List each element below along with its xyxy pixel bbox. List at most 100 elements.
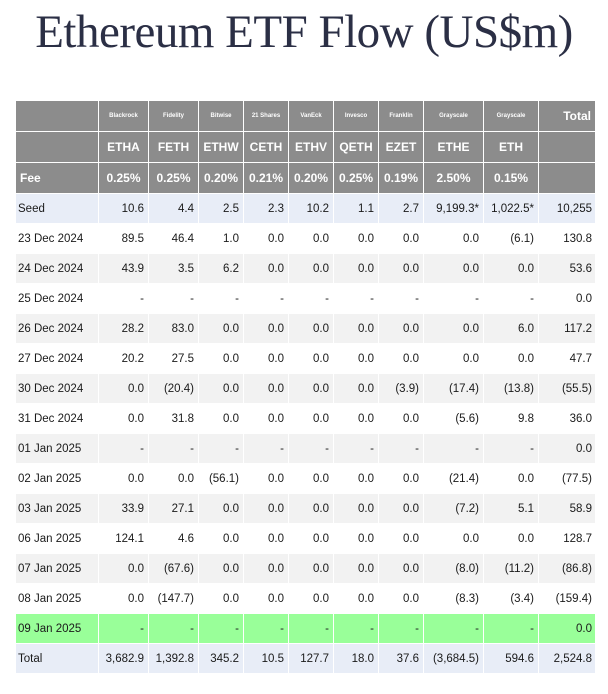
flow-value-cell: 345.2 [198, 643, 244, 674]
flow-value-cell: (3.4) [483, 583, 539, 614]
flow-value-cell: (7.2) [423, 493, 484, 524]
flow-value-cell: 0.0 [333, 373, 379, 404]
flow-value-cell: 124.1 [98, 523, 149, 554]
row-total-cell: 128.7 [538, 523, 596, 554]
flow-value-cell: 0.0 [333, 223, 379, 254]
page-title: Ethereum ETF Flow (US$m) [35, 6, 573, 58]
ticker-header-cell: CETH [243, 131, 289, 163]
table-row: 07 Jan 2025 0.0 (67.6) 0.0 0.0 0.0 0.0 0.0 (8.0)… [15, 553, 596, 584]
flow-value-cell: 127.7 [288, 643, 334, 674]
fee-cell: 0.19% [378, 162, 424, 194]
flow-value-cell: - [148, 283, 199, 314]
flow-value-cell: 0.0 [378, 583, 424, 614]
flow-value-cell: - [243, 283, 289, 314]
row-total-cell: (77.5) [538, 463, 596, 494]
flow-value-cell: 10.5 [243, 643, 289, 674]
flow-value-cell: - [483, 283, 539, 314]
flow-value-cell: 0.0 [198, 313, 244, 344]
flow-value-cell: 0.0 [333, 553, 379, 584]
ticker-header-cell: ETH [483, 131, 539, 163]
flow-value-cell: 0.0 [288, 583, 334, 614]
row-total-cell: 0.0 [538, 613, 596, 644]
flow-value-cell: 9.8 [483, 403, 539, 434]
flow-value-cell: 0.0 [98, 403, 149, 434]
flow-value-cell: (11.2) [483, 553, 539, 584]
flow-value-cell: 0.0 [378, 253, 424, 284]
flow-value-cell: 83.0 [148, 313, 199, 344]
total-row: Total 3,682.9 1,392.8 345.2 10.5 127.7 18.0 37.… [15, 643, 596, 674]
row-label-cell: 06 Jan 2025 [15, 523, 99, 554]
row-total-cell: 2,524.8 [538, 643, 596, 674]
flow-value-cell: 0.0 [288, 373, 334, 404]
flow-value-cell: 0.0 [243, 253, 289, 284]
ticker-header-cell: QETH [333, 131, 379, 163]
flow-value-cell: 0.0 [378, 343, 424, 374]
flow-value-cell: 0.0 [243, 493, 289, 524]
table-row: 06 Jan 2025 124.1 4.6 0.0 0.0 0.0 0.0 0.0 0.0 0.0… [15, 523, 596, 554]
issuer-header-cell: Grayscale [483, 100, 539, 132]
flow-value-cell: - [378, 283, 424, 314]
row-label-cell: 07 Jan 2025 [15, 553, 99, 584]
flow-value-cell: 31.8 [148, 403, 199, 434]
flow-value-cell: - [378, 433, 424, 464]
row-total-cell: 36.0 [538, 403, 596, 434]
flow-value-cell: 1.0 [198, 223, 244, 254]
flow-value-cell: 2.3 [243, 193, 289, 224]
flow-value-cell: - [423, 283, 484, 314]
issuer-header-cell: 21 Shares [243, 100, 289, 132]
flow-value-cell: (17.4) [423, 373, 484, 404]
flow-value-cell: 0.0 [288, 343, 334, 374]
flow-value-cell: 0.0 [243, 523, 289, 554]
ticker-header-cell: FETH [148, 131, 199, 163]
flow-value-cell: 18.0 [333, 643, 379, 674]
flow-value-cell: 27.5 [148, 343, 199, 374]
flow-value-cell: 0.0 [423, 253, 484, 284]
ticker-total-blank-cell [538, 131, 596, 163]
row-total-cell: 0.0 [538, 283, 596, 314]
row-label-cell: 26 Dec 2024 [15, 313, 99, 344]
flow-value-cell: 0.0 [198, 523, 244, 554]
row-label-cell: 09 Jan 2025 [15, 613, 99, 644]
flow-value-cell: - [288, 613, 334, 644]
flow-value-cell: 0.0 [98, 553, 149, 584]
row-label-cell: 25 Dec 2024 [15, 283, 99, 314]
flow-value-cell: 10.6 [98, 193, 149, 224]
issuer-header-cell: Grayscale [423, 100, 484, 132]
flow-value-cell: 0.0 [98, 463, 149, 494]
flow-value-cell: - [288, 433, 334, 464]
row-label-cell: 30 Dec 2024 [15, 373, 99, 404]
flow-value-cell: (8.3) [423, 583, 484, 614]
flow-value-cell: - [333, 283, 379, 314]
flow-value-cell: 0.0 [378, 223, 424, 254]
flow-value-cell: 0.0 [333, 583, 379, 614]
flow-value-cell: 3.5 [148, 253, 199, 284]
flow-value-cell: 89.5 [98, 223, 149, 254]
flow-value-cell: 2.5 [198, 193, 244, 224]
table-row: 09 Jan 2025- - - - - - - - -0.0 [15, 613, 596, 644]
fee-total-blank-cell [538, 162, 596, 194]
flow-value-cell: (13.8) [483, 373, 539, 404]
flow-value-cell: 0.0 [378, 523, 424, 554]
flow-value-cell: 0.0 [378, 403, 424, 434]
row-total-cell: 53.6 [538, 253, 596, 284]
table-row: 24 Dec 2024 43.9 3.5 6.2 0.0 0.0 0.0 0.0 0.0 0.0 5… [15, 253, 596, 284]
flow-value-cell: 3,682.9 [98, 643, 149, 674]
flow-value-cell: (56.1) [198, 463, 244, 494]
row-total-cell: 58.9 [538, 493, 596, 524]
flow-value-cell: - [423, 433, 484, 464]
row-label-cell: 23 Dec 2024 [15, 223, 99, 254]
flow-value-cell: 0.0 [148, 463, 199, 494]
table-row: 01 Jan 2025- - - - - - - - -0.0 [15, 433, 596, 464]
flow-value-cell: - [288, 283, 334, 314]
flow-value-cell: 0.0 [243, 313, 289, 344]
flow-value-cell: 33.9 [98, 493, 149, 524]
flow-value-cell: 0.0 [288, 403, 334, 434]
flow-value-cell: (21.4) [423, 463, 484, 494]
flow-value-cell: 6.2 [198, 253, 244, 284]
fee-cell: 0.15% [483, 162, 539, 194]
flow-value-cell: 0.0 [243, 463, 289, 494]
issuer-header-row: Blackrock Fidelity Bitwise 21 Shares VanEck I… [15, 100, 596, 132]
flow-value-cell: 2.7 [378, 193, 424, 224]
row-label-cell: 31 Dec 2024 [15, 403, 99, 434]
flow-value-cell: (3,684.5) [423, 643, 484, 674]
